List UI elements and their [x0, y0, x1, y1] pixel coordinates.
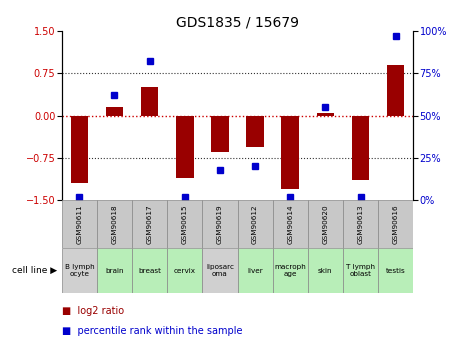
Text: T lymph
oblast: T lymph oblast — [346, 264, 375, 277]
Bar — [308, 248, 343, 293]
Bar — [202, 248, 238, 293]
Bar — [211, 116, 228, 152]
Text: GSM90619: GSM90619 — [217, 205, 223, 244]
Text: brain: brain — [105, 268, 124, 274]
Text: macroph
age: macroph age — [275, 264, 306, 277]
Text: GSM90615: GSM90615 — [182, 205, 188, 244]
Bar — [343, 200, 378, 248]
Bar — [141, 87, 158, 116]
Text: testis: testis — [386, 268, 406, 274]
Text: GSM90617: GSM90617 — [147, 205, 152, 244]
Text: GSM90611: GSM90611 — [76, 205, 82, 244]
Bar — [316, 113, 334, 116]
Bar — [273, 248, 308, 293]
Text: skin: skin — [318, 268, 332, 274]
Bar — [97, 248, 132, 293]
Bar — [132, 248, 167, 293]
Text: B lymph
ocyte: B lymph ocyte — [65, 264, 94, 277]
Text: liposarc
oma: liposarc oma — [206, 264, 234, 277]
Bar — [273, 200, 308, 248]
Bar — [378, 248, 413, 293]
Bar — [71, 116, 88, 183]
Text: cell line ▶: cell line ▶ — [12, 266, 57, 275]
Text: GSM90620: GSM90620 — [323, 205, 328, 244]
Text: GSM90616: GSM90616 — [393, 205, 399, 244]
Bar — [132, 200, 167, 248]
Bar — [281, 116, 299, 189]
Bar — [62, 248, 97, 293]
Bar — [352, 116, 369, 180]
Text: ■  log2 ratio: ■ log2 ratio — [62, 306, 124, 315]
Text: cervix: cervix — [174, 268, 196, 274]
Bar — [308, 200, 343, 248]
Bar — [202, 200, 238, 248]
Bar — [238, 248, 273, 293]
Bar — [62, 200, 97, 248]
Text: GSM90614: GSM90614 — [287, 205, 293, 244]
Text: GSM90618: GSM90618 — [112, 205, 117, 244]
Bar — [343, 248, 378, 293]
Bar — [238, 200, 273, 248]
Text: ■  percentile rank within the sample: ■ percentile rank within the sample — [62, 326, 242, 336]
Bar — [105, 107, 124, 116]
Bar — [387, 65, 404, 116]
Bar — [97, 200, 132, 248]
Bar — [167, 248, 202, 293]
Bar — [378, 200, 413, 248]
Text: liver: liver — [247, 268, 263, 274]
Bar — [176, 116, 194, 178]
Text: breast: breast — [138, 268, 161, 274]
Title: GDS1835 / 15679: GDS1835 / 15679 — [176, 16, 299, 30]
Bar — [247, 116, 264, 147]
Text: GSM90612: GSM90612 — [252, 205, 258, 244]
Text: GSM90613: GSM90613 — [358, 205, 363, 244]
Bar — [167, 200, 202, 248]
